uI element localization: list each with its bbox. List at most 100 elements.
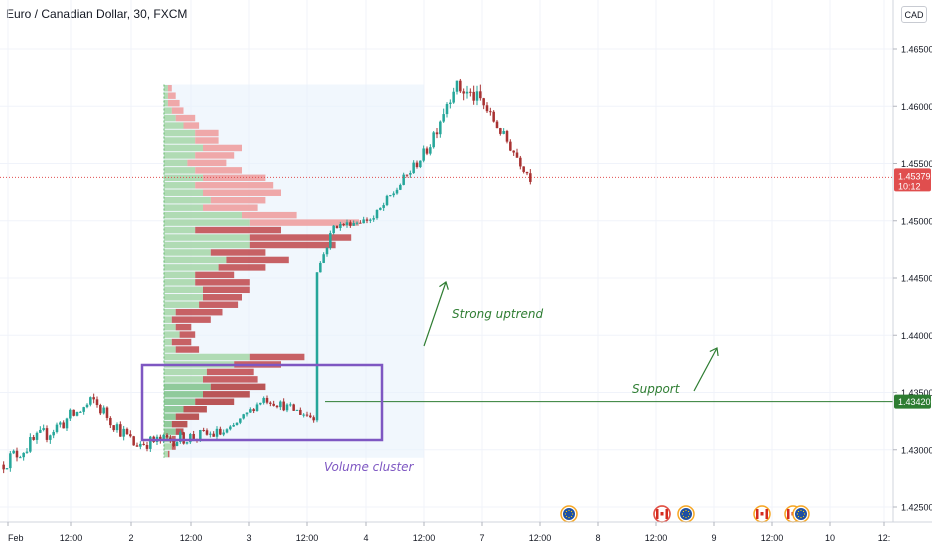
- candle-body: [332, 225, 335, 234]
- profile-bar-up: [164, 391, 203, 398]
- profile-bar-down: [249, 219, 359, 226]
- profile-bar-down: [226, 256, 289, 264]
- profile-bar-up: [164, 241, 250, 249]
- profile-bar-up: [164, 346, 176, 353]
- volume-cluster-box: [140, 363, 384, 442]
- candle-body: [275, 405, 279, 408]
- profile-bar-up: [164, 219, 250, 226]
- profile-bar-down: [183, 406, 207, 413]
- profile-bar-up: [164, 182, 196, 189]
- profile-bar-down: [195, 398, 235, 406]
- event-icons: [560, 505, 810, 523]
- candle-body: [345, 222, 349, 225]
- profile-bar-down: [206, 368, 254, 376]
- profile-bar-down: [199, 301, 239, 308]
- annotation-label: Volume cluster: [324, 460, 415, 474]
- profile-bar-down: [175, 428, 184, 435]
- profile-bar-down: [167, 92, 176, 99]
- candle-body: [252, 409, 255, 412]
- candle-body: [39, 429, 42, 433]
- candle-body: [475, 91, 479, 101]
- candle-body: [319, 262, 322, 273]
- candle-body: [212, 433, 215, 437]
- candle-body: [439, 121, 442, 135]
- candle-body: [232, 424, 235, 427]
- candle-body: [199, 430, 202, 440]
- profile-bar-up: [164, 271, 196, 279]
- candle-body: [149, 436, 152, 449]
- profile-bar-up: [164, 114, 176, 122]
- profile-bar-down: [195, 279, 250, 286]
- profile-bar-up: [164, 353, 250, 361]
- candle-body: [242, 414, 245, 419]
- profile-bar-up: [164, 84, 168, 92]
- candle-body: [399, 184, 402, 190]
- candle-body: [369, 219, 372, 221]
- candle-body: [415, 162, 419, 168]
- time-tick-label: 9: [711, 533, 716, 543]
- profile-bar-up: [164, 189, 203, 196]
- candle-body: [182, 432, 185, 444]
- eu-star-icon: [687, 510, 690, 513]
- profile-bar-down: [203, 204, 258, 211]
- candle-body: [485, 105, 489, 112]
- time-tick-label: 12:00: [413, 533, 436, 543]
- eu-star-icon: [800, 517, 802, 519]
- profile-bar-down: [195, 167, 242, 174]
- profile-bar-up: [164, 144, 203, 152]
- candle-body: [392, 193, 395, 196]
- price-tick-label: 1.44000: [901, 331, 932, 341]
- eu-star-icon: [685, 509, 687, 511]
- candle-body: [35, 432, 39, 440]
- candle-body: [352, 223, 355, 226]
- eu-star-icon: [572, 513, 574, 515]
- profile-bar-up: [164, 152, 196, 159]
- time-tick-label: 4: [363, 533, 368, 543]
- arrow-shaft: [693, 347, 718, 392]
- candle-body: [309, 415, 312, 418]
- candle-body: [389, 195, 392, 197]
- candle-body: [419, 160, 422, 168]
- candle-body: [519, 157, 522, 167]
- time-tick-label: 12:00: [60, 533, 83, 543]
- candle-body: [172, 440, 175, 446]
- profile-bar-up: [164, 398, 196, 406]
- profile-bar-down: [195, 152, 235, 159]
- last-price-label: [894, 168, 931, 192]
- price-tick-label: 1.46500: [901, 45, 932, 55]
- profile-bar-down: [167, 84, 172, 92]
- candle-body: [322, 254, 325, 263]
- candle-body: [409, 173, 412, 175]
- time-tick-label: 12:00: [529, 533, 552, 543]
- ca-flag-band: [756, 509, 759, 519]
- candle-body: [192, 433, 195, 440]
- candle-body: [222, 432, 225, 435]
- time-tick-label: 8: [595, 533, 600, 543]
- currency-button[interactable]: CAD: [901, 6, 927, 23]
- candle-body: [425, 148, 429, 154]
- candle-body: [2, 464, 5, 470]
- time-tick-label: 10: [825, 533, 835, 543]
- eu-star-icon: [687, 515, 690, 518]
- candle-body: [342, 224, 345, 226]
- candle-body: [189, 433, 192, 443]
- candle-body: [529, 173, 532, 182]
- candle-body: [159, 436, 162, 441]
- time-tick-label: 12:00: [761, 533, 784, 543]
- annotations: Strong uptrend Support Volume cluster: [324, 307, 681, 474]
- candle-body: [102, 407, 105, 414]
- candle-body: [122, 428, 125, 437]
- profile-bar-up: [164, 294, 203, 301]
- price-tick-label: 1.43500: [901, 388, 932, 398]
- candle-body: [32, 437, 35, 440]
- profile-bar-down: [183, 122, 200, 129]
- candle-body: [135, 445, 139, 447]
- candle-body: [502, 131, 505, 134]
- candle-body: [9, 453, 12, 469]
- arrow-head: [439, 281, 449, 290]
- candle-body: [52, 431, 55, 436]
- eu-star-icon: [685, 517, 687, 519]
- eu-star-icon: [796, 513, 799, 515]
- candle-body: [429, 147, 432, 154]
